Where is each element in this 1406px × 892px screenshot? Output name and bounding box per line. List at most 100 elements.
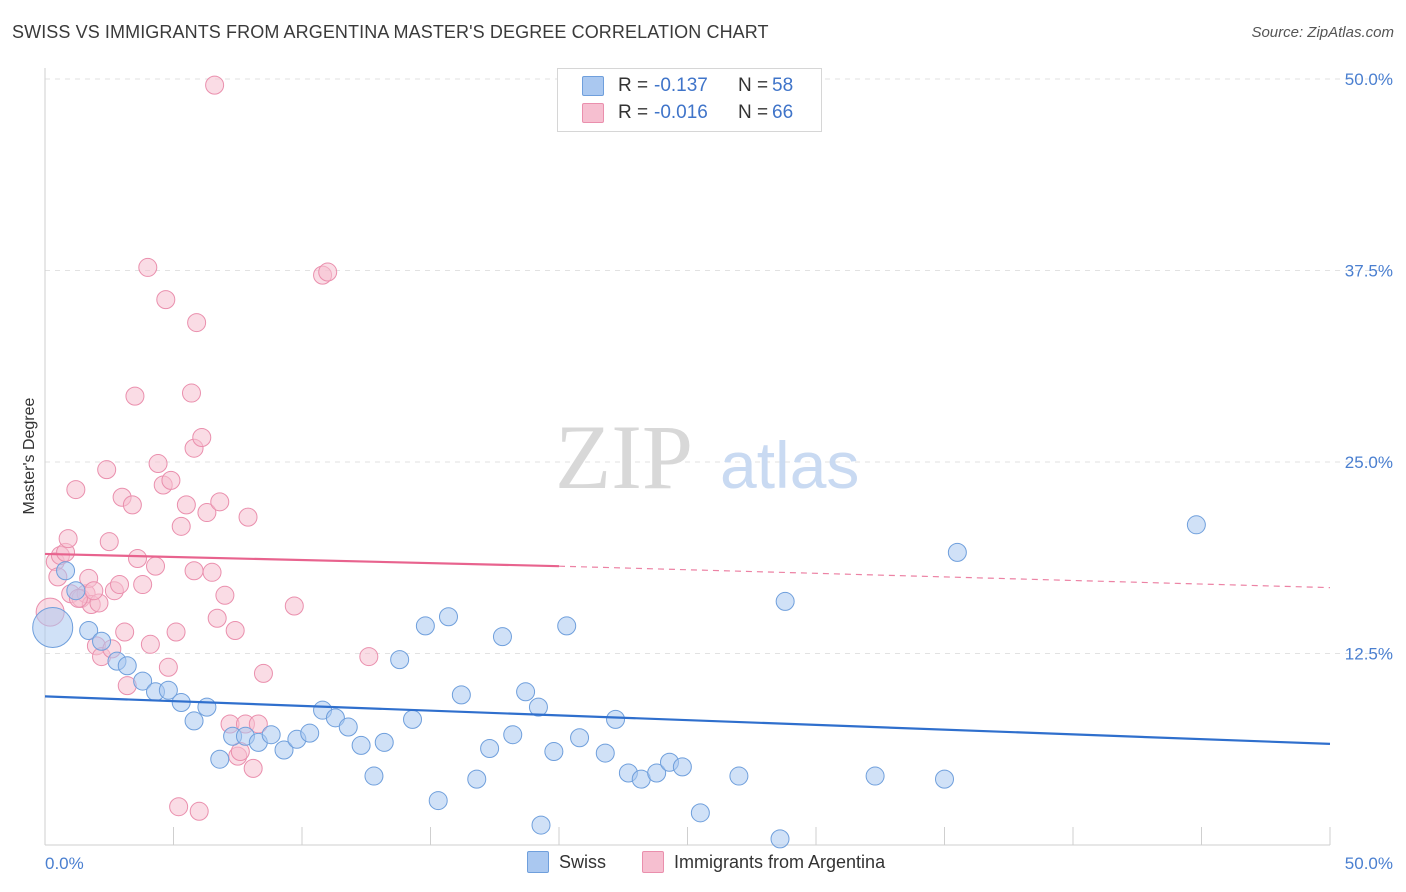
argentina-point bbox=[176, 495, 196, 515]
argentina-point bbox=[133, 575, 153, 595]
swiss-swatch bbox=[527, 851, 549, 873]
legend-r-label: R = bbox=[618, 102, 649, 123]
argentina-point bbox=[148, 454, 168, 474]
swiss-point bbox=[117, 656, 137, 676]
argentina-swatch bbox=[642, 851, 664, 873]
legend-n-label: N = bbox=[738, 75, 769, 96]
y-tick-label: 37.5% bbox=[1345, 262, 1393, 281]
swiss-point bbox=[66, 581, 86, 601]
argentina-point bbox=[171, 516, 191, 536]
argentina-point bbox=[225, 621, 245, 641]
argentina-point bbox=[284, 596, 304, 616]
swiss-point bbox=[197, 697, 217, 717]
swiss-trend-line bbox=[44, 695, 1331, 745]
argentina-trend-extension bbox=[558, 565, 1331, 589]
swiss-point bbox=[480, 738, 500, 758]
argentina-point bbox=[97, 460, 117, 480]
argentina-point bbox=[146, 556, 166, 576]
x-tick-label: 50.0% bbox=[1345, 854, 1393, 873]
y-tick-label: 25.0% bbox=[1345, 453, 1393, 472]
swiss-point bbox=[647, 763, 667, 783]
swiss-point bbox=[92, 631, 112, 651]
argentina-point bbox=[84, 581, 104, 601]
grid-lines bbox=[45, 78, 1395, 654]
legend-row-swiss: R = -0.137 N = 58 bbox=[582, 74, 793, 98]
argentina-point bbox=[184, 561, 204, 581]
argentina-point bbox=[161, 470, 181, 490]
swiss-points bbox=[32, 515, 1206, 849]
swiss-point bbox=[274, 740, 294, 760]
argentina-point bbox=[58, 529, 78, 549]
swiss-point bbox=[729, 766, 749, 786]
argentina-point bbox=[210, 492, 230, 512]
argentina-point bbox=[138, 257, 158, 277]
argentina-swatch bbox=[582, 103, 604, 123]
swiss-point bbox=[557, 616, 577, 636]
argentina-point bbox=[187, 313, 207, 333]
swiss-point bbox=[606, 709, 626, 729]
swiss-point bbox=[672, 757, 692, 777]
legend-r-label: R = bbox=[618, 75, 649, 96]
bottom-legend-swiss-label: Swiss bbox=[559, 851, 607, 872]
argentina-point bbox=[110, 575, 130, 595]
swiss-point bbox=[467, 769, 487, 789]
legend: R = -0.137 N = 58 R = -0.016 N = 66 bbox=[557, 68, 822, 132]
swiss-point bbox=[570, 728, 590, 748]
x-tick-label: 0.0% bbox=[45, 854, 84, 873]
swiss-point bbox=[451, 685, 471, 705]
swiss-point bbox=[374, 732, 394, 752]
argentina-point bbox=[125, 386, 145, 406]
legend-argentina-n: 66 bbox=[772, 102, 794, 123]
argentina-point bbox=[202, 562, 222, 582]
swiss-point bbox=[775, 591, 795, 611]
swiss-point bbox=[516, 682, 536, 702]
argentina-trend-line bbox=[44, 552, 560, 568]
swiss-point bbox=[503, 725, 523, 745]
argentina-point bbox=[66, 480, 86, 500]
legend-swiss-r: -0.137 bbox=[654, 75, 708, 96]
argentina-point bbox=[238, 507, 258, 527]
argentina-point bbox=[205, 75, 225, 95]
swiss-point bbox=[300, 723, 320, 743]
swiss-point bbox=[544, 742, 564, 762]
swiss-point bbox=[184, 711, 204, 731]
bottom-legend-argentina: Immigrants from Argentina bbox=[642, 851, 885, 873]
argentina-point bbox=[158, 657, 178, 677]
chart-title: SWISS VS IMMIGRANTS FROM ARGENTINA MASTE… bbox=[12, 22, 769, 42]
y-tick-label: 12.5% bbox=[1345, 645, 1393, 664]
swiss-point bbox=[947, 542, 967, 562]
swiss-point bbox=[79, 621, 99, 641]
argentina-point bbox=[243, 758, 263, 778]
swiss-point bbox=[690, 803, 710, 823]
watermark-zip: ZIP bbox=[555, 406, 693, 508]
swiss-point bbox=[32, 606, 74, 648]
swiss-point bbox=[351, 735, 371, 755]
swiss-point bbox=[770, 829, 790, 849]
bottom-legend-swiss: Swiss bbox=[527, 851, 606, 873]
argentina-point bbox=[99, 532, 119, 552]
argentina-point bbox=[115, 622, 135, 642]
swiss-swatch bbox=[582, 76, 604, 96]
tick-labels: 12.5% 25.0% 37.5% 50.0% 0.0% 50.0% bbox=[45, 70, 1393, 873]
argentina-point bbox=[181, 383, 201, 403]
swiss-point bbox=[210, 749, 230, 769]
swiss-point bbox=[133, 671, 153, 691]
argentina-point bbox=[189, 801, 209, 821]
swiss-point bbox=[261, 725, 281, 745]
watermark: ZIP atlas bbox=[555, 406, 859, 508]
argentina-point bbox=[197, 503, 217, 523]
argentina-point bbox=[140, 634, 160, 654]
trend-lines bbox=[44, 552, 1331, 745]
swiss-point bbox=[403, 709, 423, 729]
argentina-point bbox=[192, 427, 212, 447]
swiss-point bbox=[56, 561, 76, 581]
argentina-point bbox=[359, 647, 379, 667]
swiss-point bbox=[1186, 515, 1206, 535]
swiss-point bbox=[338, 717, 358, 737]
swiss-point bbox=[492, 627, 512, 647]
argentina-point bbox=[156, 290, 176, 310]
swiss-point bbox=[158, 680, 178, 700]
argentina-point bbox=[166, 622, 186, 642]
swiss-point bbox=[428, 791, 448, 811]
